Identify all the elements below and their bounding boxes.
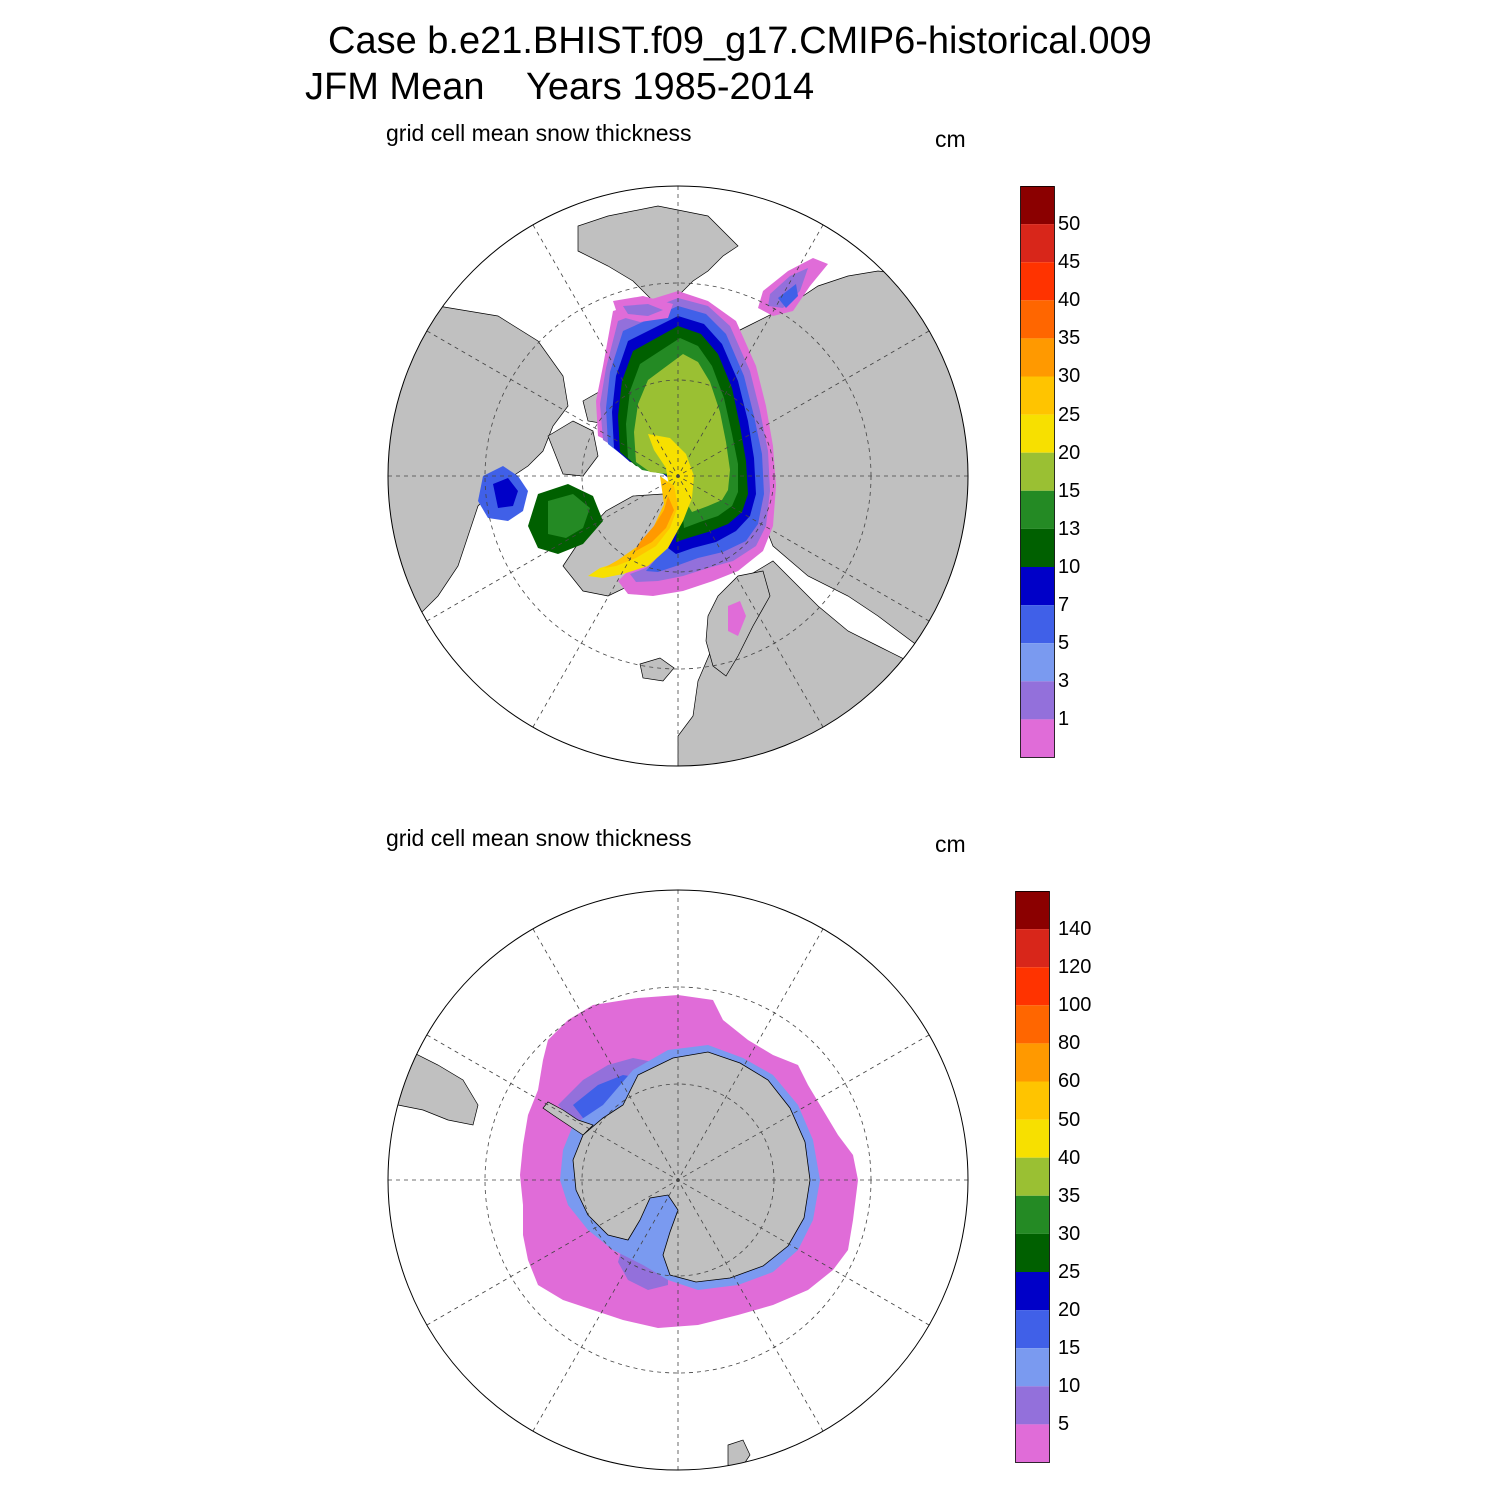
- south-colorbar-tick: 50: [1058, 1109, 1081, 1131]
- north-colorbar-tick: 10: [1058, 556, 1081, 578]
- north-colorbar-tick: 1: [1058, 708, 1070, 730]
- antarctic-polar-map: [387, 889, 969, 1471]
- south-colorbar-tick: 10: [1058, 1375, 1081, 1397]
- figure-title-case: Case b.e21.BHIST.f09_g17.CMIP6-historica…: [328, 20, 1152, 62]
- south-colorbar-tick: 120: [1058, 956, 1092, 978]
- south-colorbar-tick: 20: [1058, 1299, 1081, 1321]
- south-colorbar-tick: 15: [1058, 1337, 1081, 1359]
- north-colorbar-tick: 7: [1058, 594, 1070, 616]
- arctic-snow-field: [478, 258, 828, 636]
- north-colorbar-tick: 3: [1058, 670, 1070, 692]
- antarctic-peninsula-land: [542, 1101, 594, 1136]
- north-panel-label: grid cell mean snow thickness: [386, 120, 692, 146]
- north-colorbar-tick: 15: [1058, 480, 1081, 502]
- north-colorbar-boxes: [1020, 186, 1055, 758]
- north-colorbar-tick: 25: [1058, 404, 1081, 426]
- south-colorbar-tick: 5: [1058, 1413, 1070, 1435]
- arctic-graticule: [388, 186, 968, 766]
- south-colorbar-tick: 40: [1058, 1147, 1081, 1169]
- south-units-label: cm: [935, 831, 966, 857]
- north-colorbar-tick: 35: [1058, 327, 1081, 349]
- south-colorbar-tick: 35: [1058, 1185, 1081, 1207]
- north-colorbar: 50 45 40 35 30 25 20 15 13 10 7 5 3 1: [1010, 186, 1120, 758]
- arctic-land: [388, 205, 968, 766]
- south-colorbar-tick: 140: [1058, 918, 1092, 940]
- north-colorbar-tick: 45: [1058, 251, 1081, 273]
- figure-title-period: JFM Mean Years 1985-2014: [305, 66, 815, 108]
- north-colorbar-tick: 20: [1058, 442, 1081, 464]
- antarctic-graticule: [388, 890, 968, 1470]
- north-colorbar-tick: 50: [1058, 213, 1081, 235]
- north-units-label: cm: [935, 126, 966, 152]
- south-colorbar-tick: 30: [1058, 1223, 1081, 1245]
- arctic-polar-map: [387, 185, 969, 767]
- north-colorbar-tick: 13: [1058, 518, 1081, 540]
- south-colorbar-tick: 60: [1058, 1070, 1081, 1092]
- south-colorbar-tick: 25: [1058, 1261, 1081, 1283]
- south-colorbar-boxes: [1015, 891, 1050, 1463]
- north-colorbar-tick: 40: [1058, 289, 1081, 311]
- south-colorbar-tick: 80: [1058, 1032, 1081, 1054]
- south-colorbar: 140 120 100 80 60 50 40 35 30 25 20 15 1…: [1010, 891, 1120, 1463]
- south-colorbar-tick: 100: [1058, 994, 1092, 1016]
- south-panel-label: grid cell mean snow thickness: [386, 825, 692, 851]
- north-colorbar-tick: 30: [1058, 365, 1081, 387]
- north-colorbar-tick: 5: [1058, 632, 1070, 654]
